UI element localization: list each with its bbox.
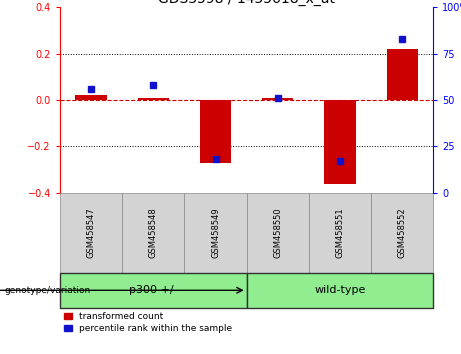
Bar <box>247 273 433 308</box>
Bar <box>122 193 184 273</box>
Bar <box>371 193 433 273</box>
Text: GSM458552: GSM458552 <box>398 207 407 258</box>
Bar <box>76 95 106 100</box>
Bar <box>184 193 247 273</box>
Text: GSM458550: GSM458550 <box>273 207 282 258</box>
Bar <box>325 100 355 184</box>
Text: GSM458551: GSM458551 <box>336 207 344 258</box>
Text: p300 +/-: p300 +/- <box>129 285 177 295</box>
Bar <box>200 100 231 163</box>
Title: GDS3598 / 1455618_x_at: GDS3598 / 1455618_x_at <box>158 0 335 6</box>
Text: GSM458549: GSM458549 <box>211 207 220 258</box>
Bar <box>387 49 418 100</box>
Bar <box>309 193 371 273</box>
Legend: transformed count, percentile rank within the sample: transformed count, percentile rank withi… <box>65 313 232 333</box>
Bar <box>60 193 122 273</box>
Text: genotype/variation: genotype/variation <box>5 286 91 295</box>
Bar <box>138 98 169 100</box>
Bar <box>262 98 293 100</box>
Bar <box>247 193 309 273</box>
Text: wild-type: wild-type <box>314 285 366 295</box>
Text: GSM458548: GSM458548 <box>149 207 158 258</box>
Text: GSM458547: GSM458547 <box>87 207 95 258</box>
Bar <box>60 273 247 308</box>
